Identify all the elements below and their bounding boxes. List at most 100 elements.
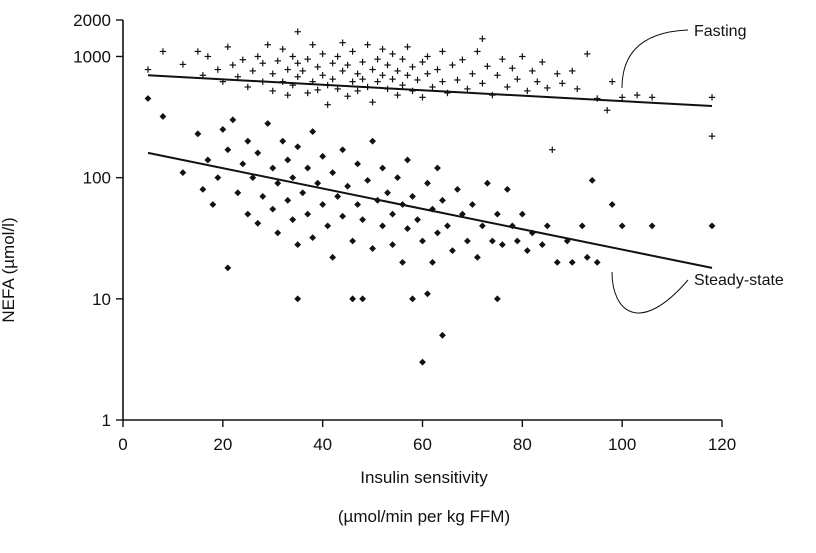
point-fasting <box>374 78 381 85</box>
point-fasting <box>569 67 576 75</box>
point-steady-state <box>254 149 262 157</box>
x-tick-label: 20 <box>213 435 232 454</box>
point-steady-state <box>324 222 332 230</box>
point-steady-state <box>399 258 406 266</box>
point-steady-state <box>419 358 426 366</box>
point-fasting <box>344 61 351 69</box>
point-steady-state <box>294 295 302 303</box>
point-fasting <box>499 55 506 63</box>
point-steady-state <box>254 219 262 227</box>
point-steady-state <box>329 169 337 177</box>
point-fasting <box>439 48 446 55</box>
point-fasting <box>603 107 611 114</box>
point-fasting <box>409 63 416 71</box>
point-steady-state <box>284 196 292 204</box>
point-fasting <box>284 66 291 73</box>
point-fasting <box>329 60 336 67</box>
point-steady-state <box>648 222 656 230</box>
point-steady-state <box>344 182 352 190</box>
point-steady-state <box>294 143 302 151</box>
point-fasting <box>359 58 366 66</box>
point-steady-state <box>434 164 441 172</box>
point-fasting <box>574 85 581 93</box>
point-fasting <box>369 98 376 106</box>
point-steady-state <box>429 205 436 213</box>
point-fasting <box>389 50 396 58</box>
fit-line-fasting <box>147 74 713 108</box>
x-tick-label: 100 <box>608 435 636 454</box>
point-fasting <box>414 76 421 84</box>
point-fasting <box>359 75 366 83</box>
point-fasting <box>229 61 237 69</box>
fit-line-steady-state <box>147 151 713 269</box>
point-fasting <box>214 66 222 73</box>
point-steady-state <box>359 295 366 303</box>
x-tick-label: 120 <box>708 435 736 454</box>
leader-fasting <box>621 29 689 89</box>
point-steady-state <box>464 237 471 245</box>
point-steady-state <box>359 216 366 224</box>
point-fasting <box>539 58 546 66</box>
point-steady-state <box>493 210 501 218</box>
annotation-steady-state: Steady-state <box>694 272 784 289</box>
point-fasting <box>289 53 296 60</box>
point-steady-state <box>523 247 531 255</box>
point-fasting <box>294 73 301 80</box>
point-fasting <box>608 78 616 85</box>
point-fasting <box>374 55 381 63</box>
point-steady-state <box>144 95 152 102</box>
point-steady-state <box>304 210 312 218</box>
point-steady-state <box>204 156 212 164</box>
point-steady-state <box>284 156 292 164</box>
point-steady-state <box>274 229 282 237</box>
point-fasting <box>314 63 321 71</box>
point-steady-state <box>513 237 521 245</box>
point-fasting <box>354 87 361 95</box>
plot-area <box>144 28 716 366</box>
point-steady-state <box>429 258 436 266</box>
point-steady-state <box>479 222 486 230</box>
y-tick-label: 10 <box>92 290 111 309</box>
x-axis-unit-label: (µmol/min per kg FFM) <box>338 507 510 526</box>
point-fasting <box>424 70 431 77</box>
point-steady-state <box>179 169 187 177</box>
point-steady-state <box>618 222 626 230</box>
point-steady-state <box>249 174 257 182</box>
point-steady-state <box>439 331 446 339</box>
point-steady-state <box>339 212 347 220</box>
point-fasting <box>554 70 561 77</box>
y-tick-label: 2000 <box>73 11 111 30</box>
point-steady-state <box>269 164 277 172</box>
point-fasting <box>144 66 152 73</box>
point-steady-state <box>314 179 322 187</box>
point-fasting <box>379 72 386 79</box>
point-steady-state <box>708 222 716 230</box>
point-fasting <box>234 73 242 80</box>
point-fasting <box>519 53 526 60</box>
point-steady-state <box>224 146 232 154</box>
point-steady-state <box>224 264 232 272</box>
point-steady-state <box>553 258 561 266</box>
point-steady-state <box>334 193 342 200</box>
point-steady-state <box>409 295 416 303</box>
point-steady-state <box>354 201 362 208</box>
point-fasting <box>479 35 486 42</box>
point-steady-state <box>419 237 426 245</box>
point-fasting <box>179 61 187 68</box>
point-steady-state <box>259 193 267 200</box>
point-steady-state <box>229 116 237 124</box>
point-fasting <box>344 93 351 100</box>
point-steady-state <box>349 295 357 303</box>
point-steady-state <box>339 146 347 154</box>
y-tick-label: 100 <box>83 169 111 188</box>
point-fasting <box>484 63 491 70</box>
point-fasting <box>254 53 261 60</box>
x-tick-label: 80 <box>513 435 532 454</box>
y-tick-label: 1000 <box>73 47 111 66</box>
y-tick-label: 1 <box>102 411 111 430</box>
point-steady-state <box>593 258 601 266</box>
point-steady-state <box>503 185 511 193</box>
point-fasting <box>474 48 481 55</box>
point-fasting <box>494 72 501 79</box>
point-steady-state <box>568 258 576 266</box>
